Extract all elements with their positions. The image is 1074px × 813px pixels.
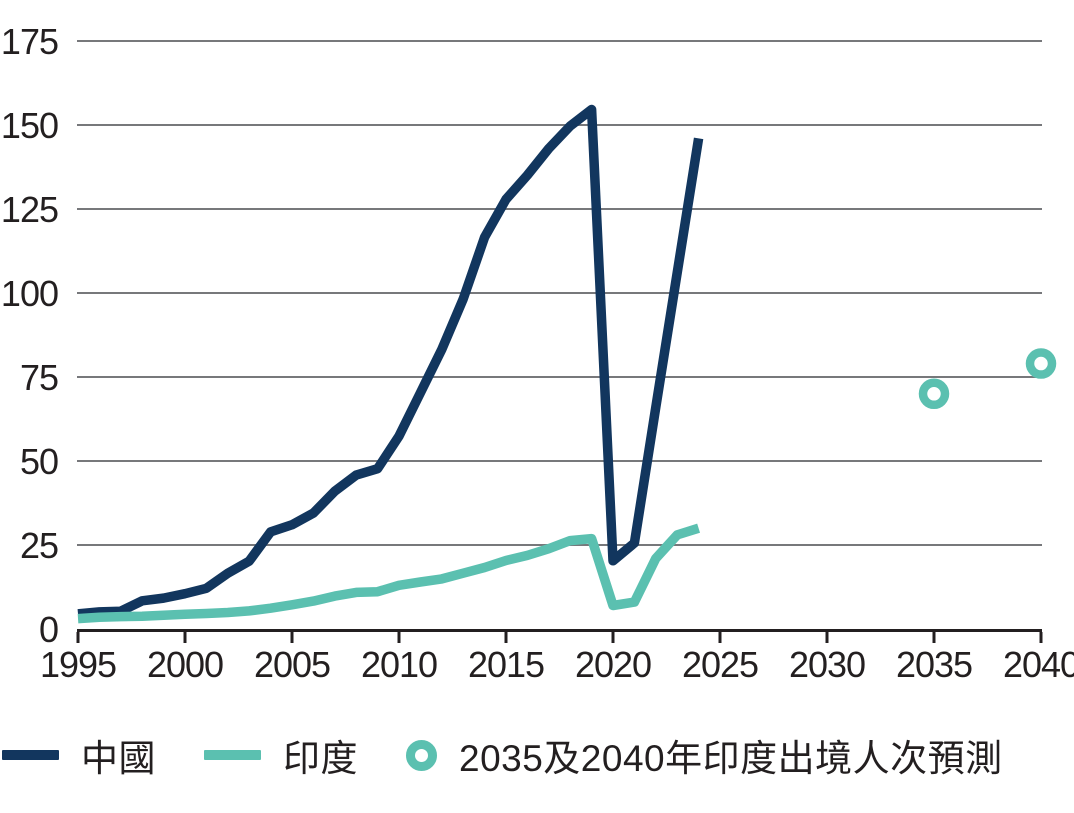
y-tick-label: 25	[20, 525, 58, 566]
china-series-line	[77, 104, 704, 619]
x-tick-label: 2020	[575, 644, 651, 685]
x-tick-label: 2040	[1003, 644, 1074, 685]
y-tick-label: 125	[1, 189, 58, 230]
y-tick-label: 0	[39, 609, 58, 650]
y-tick-label: 175	[1, 21, 58, 62]
legend-label-india-forecast: 2035及2040年印度出境人次預測	[459, 738, 1003, 779]
line-chart: 0 25 50 75 100 125 150 175 1995 2000 2005 2010 2015 2…	[1, 21, 1074, 685]
x-tick-label: 2025	[682, 644, 758, 685]
y-tick-label: 100	[1, 273, 58, 314]
y-tick-label: 75	[20, 357, 58, 398]
legend-label-india: 印度	[283, 738, 358, 779]
y-tick-label: 50	[20, 441, 58, 482]
india-series-line	[77, 523, 701, 624]
legend-item-india-forecast: 2035及2040年印度出境人次預測	[406, 728, 1003, 782]
x-tick-label: 2035	[896, 644, 972, 685]
y-tick-label: 150	[1, 105, 58, 146]
forecast-ring-icon	[406, 739, 437, 771]
x-tick-label: 2030	[789, 644, 865, 685]
india-line-swatch	[204, 750, 261, 760]
x-tick-label: 1995	[40, 644, 116, 685]
india-forecast-marker	[918, 378, 950, 410]
x-tick-label: 2010	[361, 644, 437, 685]
x-tick-label: 2005	[254, 644, 330, 685]
legend: 中國 印度 2035及2040年印度出境人次預測	[2, 726, 1003, 784]
x-tick-label: 2000	[147, 644, 223, 685]
china-line-swatch	[2, 750, 59, 760]
legend-label-china: 中國	[81, 738, 156, 779]
legend-item-china: 中國	[2, 728, 156, 782]
legend-item-india: 印度	[204, 728, 358, 782]
india-forecast-marker	[1025, 348, 1057, 379]
x-tick-label: 2015	[468, 644, 544, 685]
